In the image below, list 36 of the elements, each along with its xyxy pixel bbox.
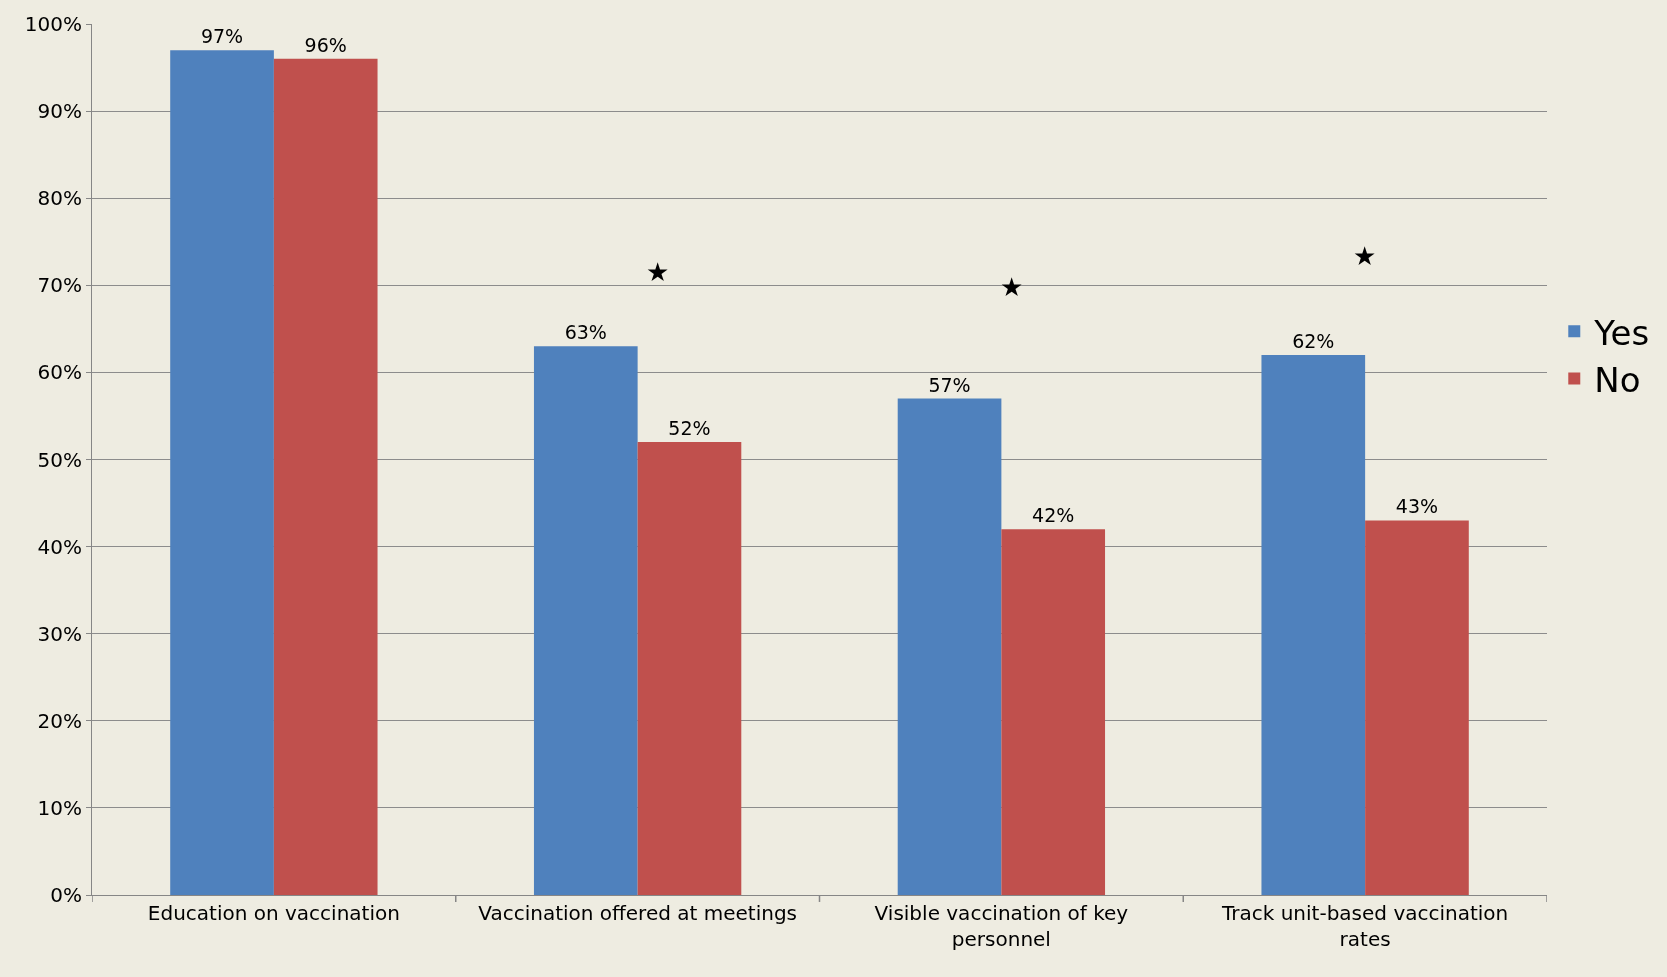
y-tick-label: 50%	[37, 447, 82, 472]
annotation: ★	[1000, 272, 1024, 302]
y-tick-label: 10%	[37, 795, 82, 820]
data-label: 42%	[1032, 504, 1075, 527]
legend-label: No	[1594, 359, 1641, 400]
bar	[1261, 354, 1366, 895]
data-label: 43%	[1395, 495, 1439, 518]
x-tick-label: Visible vaccination of key personnel	[874, 901, 1129, 951]
y-tick-label: 20%	[37, 708, 82, 733]
data-label: 52%	[668, 417, 711, 440]
bar	[897, 398, 1002, 895]
y-tick-label: 70%	[37, 273, 82, 298]
bar	[170, 50, 274, 895]
annotation: ★	[646, 257, 670, 287]
y-tick-label: 100%	[24, 12, 82, 36]
data-label: 96%	[304, 33, 347, 56]
legend-label: Yes	[1593, 312, 1650, 353]
data-label: 62%	[1292, 329, 1335, 352]
y-tick-label: 0%	[50, 883, 82, 907]
y-tick-label: 80%	[37, 186, 82, 211]
annotation: ★	[1353, 241, 1377, 271]
bar	[273, 58, 378, 895]
y-tick-label: 30%	[37, 621, 82, 646]
bar	[637, 442, 742, 895]
data-label: 97%	[200, 25, 244, 48]
x-tick-label: Education on vaccination	[147, 901, 400, 925]
y-tick-label: 90%	[37, 99, 82, 124]
x-tick-label: Track unit-based vaccination rates	[1220, 901, 1509, 951]
y-tick-label: 40%	[37, 534, 82, 559]
bar	[1365, 520, 1469, 895]
bar	[533, 346, 638, 895]
x-tick-label: Vaccination offered at meetings	[478, 901, 797, 925]
bar	[1001, 529, 1106, 895]
data-label: 63%	[564, 321, 607, 344]
y-tick-label: 60%	[37, 360, 82, 385]
data-label: 57%	[928, 373, 971, 396]
